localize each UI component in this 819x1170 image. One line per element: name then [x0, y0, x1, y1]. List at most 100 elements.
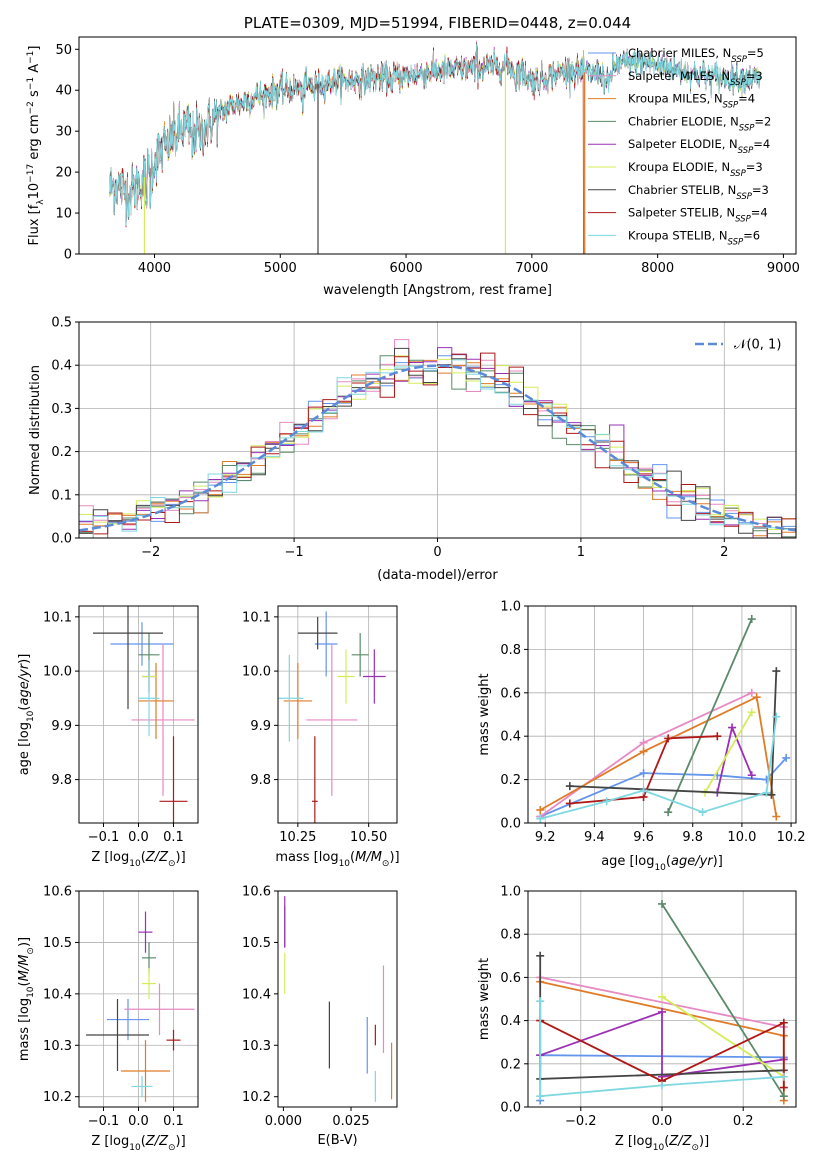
weight-marker [639, 786, 648, 795]
legend-sub: SSP [738, 146, 754, 156]
label-part: ( [666, 854, 671, 869]
x-tick-label: −0.2 [565, 1114, 597, 1129]
x-tick-label: 1 [577, 545, 585, 560]
chart-title: PLATE=0309, MJD=51994, FIBERID=0448, z=0… [244, 14, 631, 32]
label-part: −1 [26, 51, 36, 64]
y-tick-label: 10.4 [43, 987, 72, 1002]
y-tick-label: 0.0 [500, 1101, 521, 1116]
y-axis-label: mass [log10(M/M⊙)] [17, 937, 36, 1061]
frame: 0.000 0.025 10.2 10.3 10.4 10.5 10.6 E(B-V) [242, 885, 398, 1148]
axes-weight-vs-age: 9.2 9.4 9.6 9.8 10.0 10.2 0.0 0.2 0.4 0.6 0.8 1.0 ag… [477, 600, 806, 874]
label-part: Z/Z [668, 1134, 692, 1149]
weight-marker [658, 899, 666, 908]
legend-sub: SSP [736, 192, 752, 202]
legend-text: Chabrier MILES, N [628, 46, 731, 60]
x-axis-label: (data-model)/error [377, 568, 498, 583]
y-tick-label: 0.2 [500, 773, 521, 788]
y-tick-label: 10.3 [242, 1039, 271, 1054]
legend-entry: Kroupa MILES, NSSP=4 [628, 92, 755, 111]
weight-marker [639, 747, 648, 756]
y-tick-label: 0.6 [500, 686, 521, 701]
plot-area [93, 606, 195, 823]
label-part: )] [17, 654, 32, 664]
y-tick-label: 30 [55, 125, 72, 140]
label-part: age/yr [671, 854, 714, 869]
x-tick-label: 9.6 [633, 830, 654, 845]
y-tick-label: 0 [64, 248, 72, 263]
legend-sub: SSP [728, 237, 744, 247]
label-part: 10 [654, 863, 666, 873]
y-axis-label: mass weight [477, 673, 492, 755]
x-tick-label: 9.8 [682, 830, 703, 845]
legend-sub: SSP [731, 55, 747, 65]
weight-line [667, 618, 753, 813]
x-tick-label: 0 [433, 545, 441, 560]
plot-area [536, 899, 788, 1105]
legend-entry: Kroupa ELODIE, NSSP=3 [628, 160, 763, 179]
frame: −0.1 0.0 0.110.210.310.410.510.6Z [log10(Z… [17, 885, 199, 1153]
label-part: 10 [129, 1143, 141, 1153]
weight-marker [536, 1092, 545, 1101]
label-part: ⊙ [691, 1143, 699, 1153]
y-tick-label: 10.5 [43, 936, 72, 951]
weight-marker [658, 1007, 666, 1016]
y-tick-label: 10.6 [242, 885, 271, 900]
y-tick-label: 10.0 [242, 665, 271, 680]
frame: −0.2 0.0 0.2 0.0 0.2 0.4 0.6 0.8 1.0 Z [log10(Z/Z… [477, 885, 797, 1153]
legend: 𝒩(0, 1) [695, 338, 781, 353]
legend-text: Kroupa MILES, N [628, 92, 723, 106]
x-tick-label: 8000 [641, 261, 674, 276]
x-tick-label: −2 [141, 545, 160, 560]
weight-line [661, 996, 785, 1078]
axes-frame [78, 36, 797, 255]
weight-line [704, 711, 753, 794]
x-tick-label: 10.2 [777, 830, 806, 845]
label-part: Z [log [91, 850, 129, 865]
x-tick-label: 6000 [390, 261, 423, 276]
label-part: ( [350, 850, 355, 865]
label-part: mass weight [477, 673, 492, 755]
label-part: )] [389, 850, 399, 865]
x-tick-label: −0.1 [88, 1114, 120, 1129]
weight-marker [602, 797, 611, 806]
y-tick-label: 10.0 [43, 665, 72, 680]
weight-marker [747, 771, 756, 780]
x-tick-label: 10.50 [350, 830, 387, 845]
x-axis-label: age [log10(age/yr)] [601, 854, 723, 873]
weight-line [539, 691, 753, 818]
label-part: −17 [26, 164, 36, 183]
x-tick-label: 9.4 [584, 830, 605, 845]
legend-text: =3 [752, 183, 769, 197]
x-axis-label: Z [log10(Z/Z⊙)] [91, 1134, 185, 1153]
label-part: ⊙ [382, 859, 390, 869]
label-part: )] [713, 854, 723, 869]
weight-line [540, 716, 778, 820]
legend-entry: Salpeter ELODIE, NSSP=4 [628, 137, 770, 156]
label-part: ( [141, 1134, 146, 1149]
label-part: erg cm [27, 114, 42, 163]
legend-text: Chabrier STELIB, N [628, 183, 736, 197]
plot-area [284, 896, 393, 1102]
y-axis-label: age [log10(age/yr)] [17, 654, 36, 776]
label-part: −2 [26, 101, 36, 114]
axes-frame [527, 605, 797, 824]
legend-entry: 𝒩(0, 1) [734, 338, 781, 353]
weight-marker [752, 693, 761, 702]
weight-line [540, 976, 784, 1028]
weight-marker [762, 775, 771, 784]
y-tick-label: 9.8 [250, 773, 271, 788]
y-axis-label: Normed distribution [28, 365, 43, 495]
label-part: ⊙ [168, 1143, 176, 1153]
label-part: A [27, 64, 42, 77]
plot-area [79, 339, 796, 538]
legend-text: Kroupa STELIB, N [628, 228, 728, 242]
legend-text: =2 [754, 114, 771, 128]
legend-text: =4 [738, 92, 755, 106]
x-axis-label: E(B-V) [317, 1133, 357, 1148]
axes-mass-vs-ebv: 0.000 0.025 10.2 10.3 10.4 10.5 10.6 E(B-V) [242, 885, 398, 1148]
legend-entry: Salpeter MILES, NSSP=3 [628, 69, 763, 88]
x-tick-label: 2 [720, 545, 728, 560]
label-part: age [log [17, 722, 32, 775]
weight-marker [762, 788, 771, 797]
y-tick-label: 0.4 [51, 359, 72, 374]
